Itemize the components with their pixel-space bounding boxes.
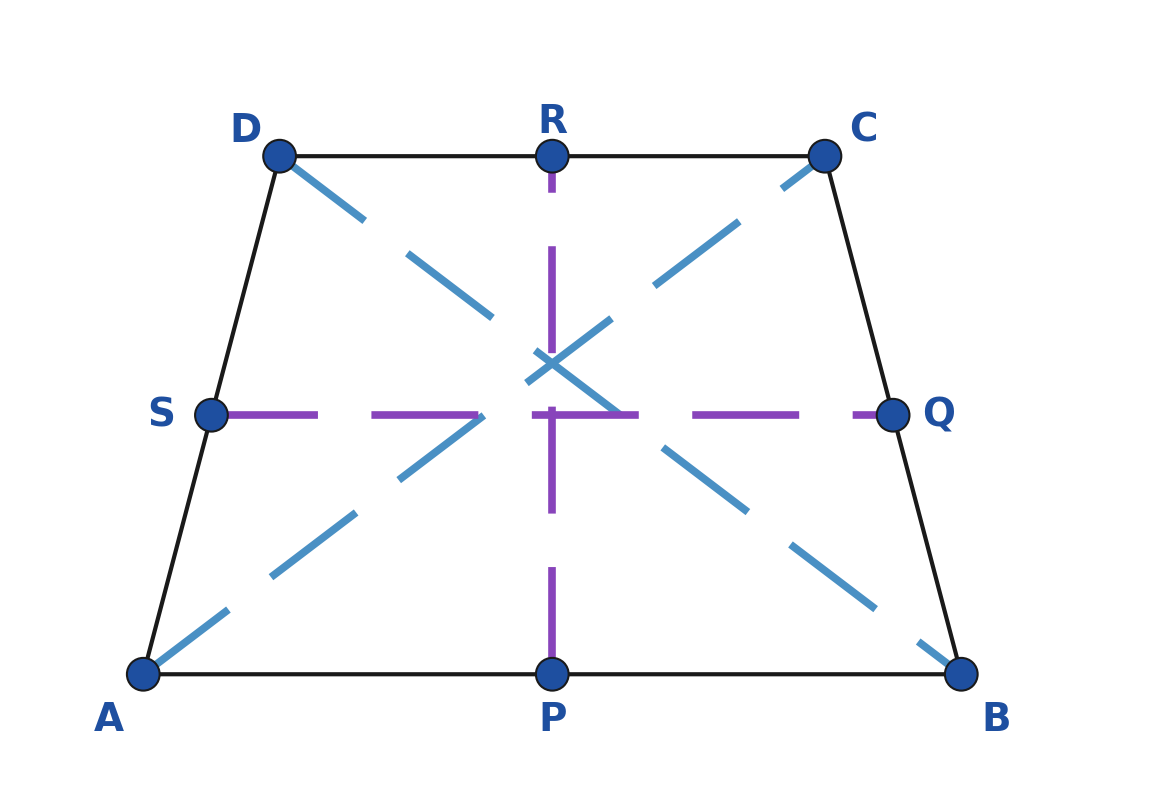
Text: P: P [538,701,567,739]
Text: B: B [981,701,1011,739]
Text: S: S [147,396,176,434]
Circle shape [196,399,228,432]
Text: Q: Q [922,396,954,434]
Circle shape [263,140,296,173]
Circle shape [876,399,910,432]
Text: R: R [537,103,567,141]
Circle shape [945,658,978,691]
Circle shape [126,658,160,691]
Circle shape [536,658,568,691]
Circle shape [536,140,568,173]
Text: D: D [229,111,261,150]
Text: A: A [93,701,124,739]
Circle shape [808,140,842,173]
Text: C: C [849,111,877,150]
